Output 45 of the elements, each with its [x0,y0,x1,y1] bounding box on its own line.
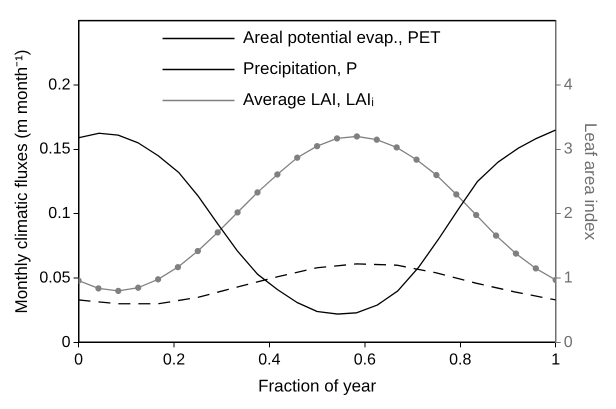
x-tick-label: 0 [74,351,84,368]
point [234,209,241,216]
point [135,284,142,291]
point [374,136,380,143]
point [354,133,360,140]
point [115,288,122,294]
x-tick-label: 0.2 [162,351,186,368]
y2-tick-label: 2 [564,205,573,222]
point [413,156,420,163]
point [512,250,520,257]
point [334,135,340,142]
point [254,189,261,196]
point [314,142,320,150]
x-tick-label: 0.6 [354,351,376,368]
x-tick-label: 0.8 [449,351,472,368]
y-axis-title: Monthly climatic fluxes (m month⁻¹) [12,50,31,314]
point [194,248,201,254]
x-axis-title: Fraction of year [258,376,377,396]
point [394,144,400,151]
y-tick-label: 0.1 [48,205,71,222]
x-tick-label: 0.4 [258,351,281,368]
y-tick-label: 0.2 [48,76,71,94]
legend-label: Average LAI, LAIᵢ [243,90,374,110]
point [492,232,500,239]
y-tick-label: 0 [62,334,71,351]
point [294,154,300,161]
point [154,276,162,282]
point [174,264,182,270]
point [532,265,539,272]
point [214,229,221,236]
point [274,171,281,178]
point [453,191,460,198]
y2-tick-label: 3 [564,140,573,158]
y2-tick-label: 1 [564,269,573,286]
y2-axis-title: Leaf area index [581,122,600,241]
y2-tick-label: 0 [564,334,573,351]
legend-label: Areal potential evap., PET [243,28,441,48]
point [95,285,102,292]
point [433,172,440,178]
legend-label: Precipitation, P [243,59,358,78]
x-tick-label: 1 [551,351,560,368]
y-tick-label: 0.15 [39,140,71,158]
y2-tick-label: 4 [564,76,573,94]
point [473,212,480,218]
y-tick-label: 0.05 [39,269,71,286]
